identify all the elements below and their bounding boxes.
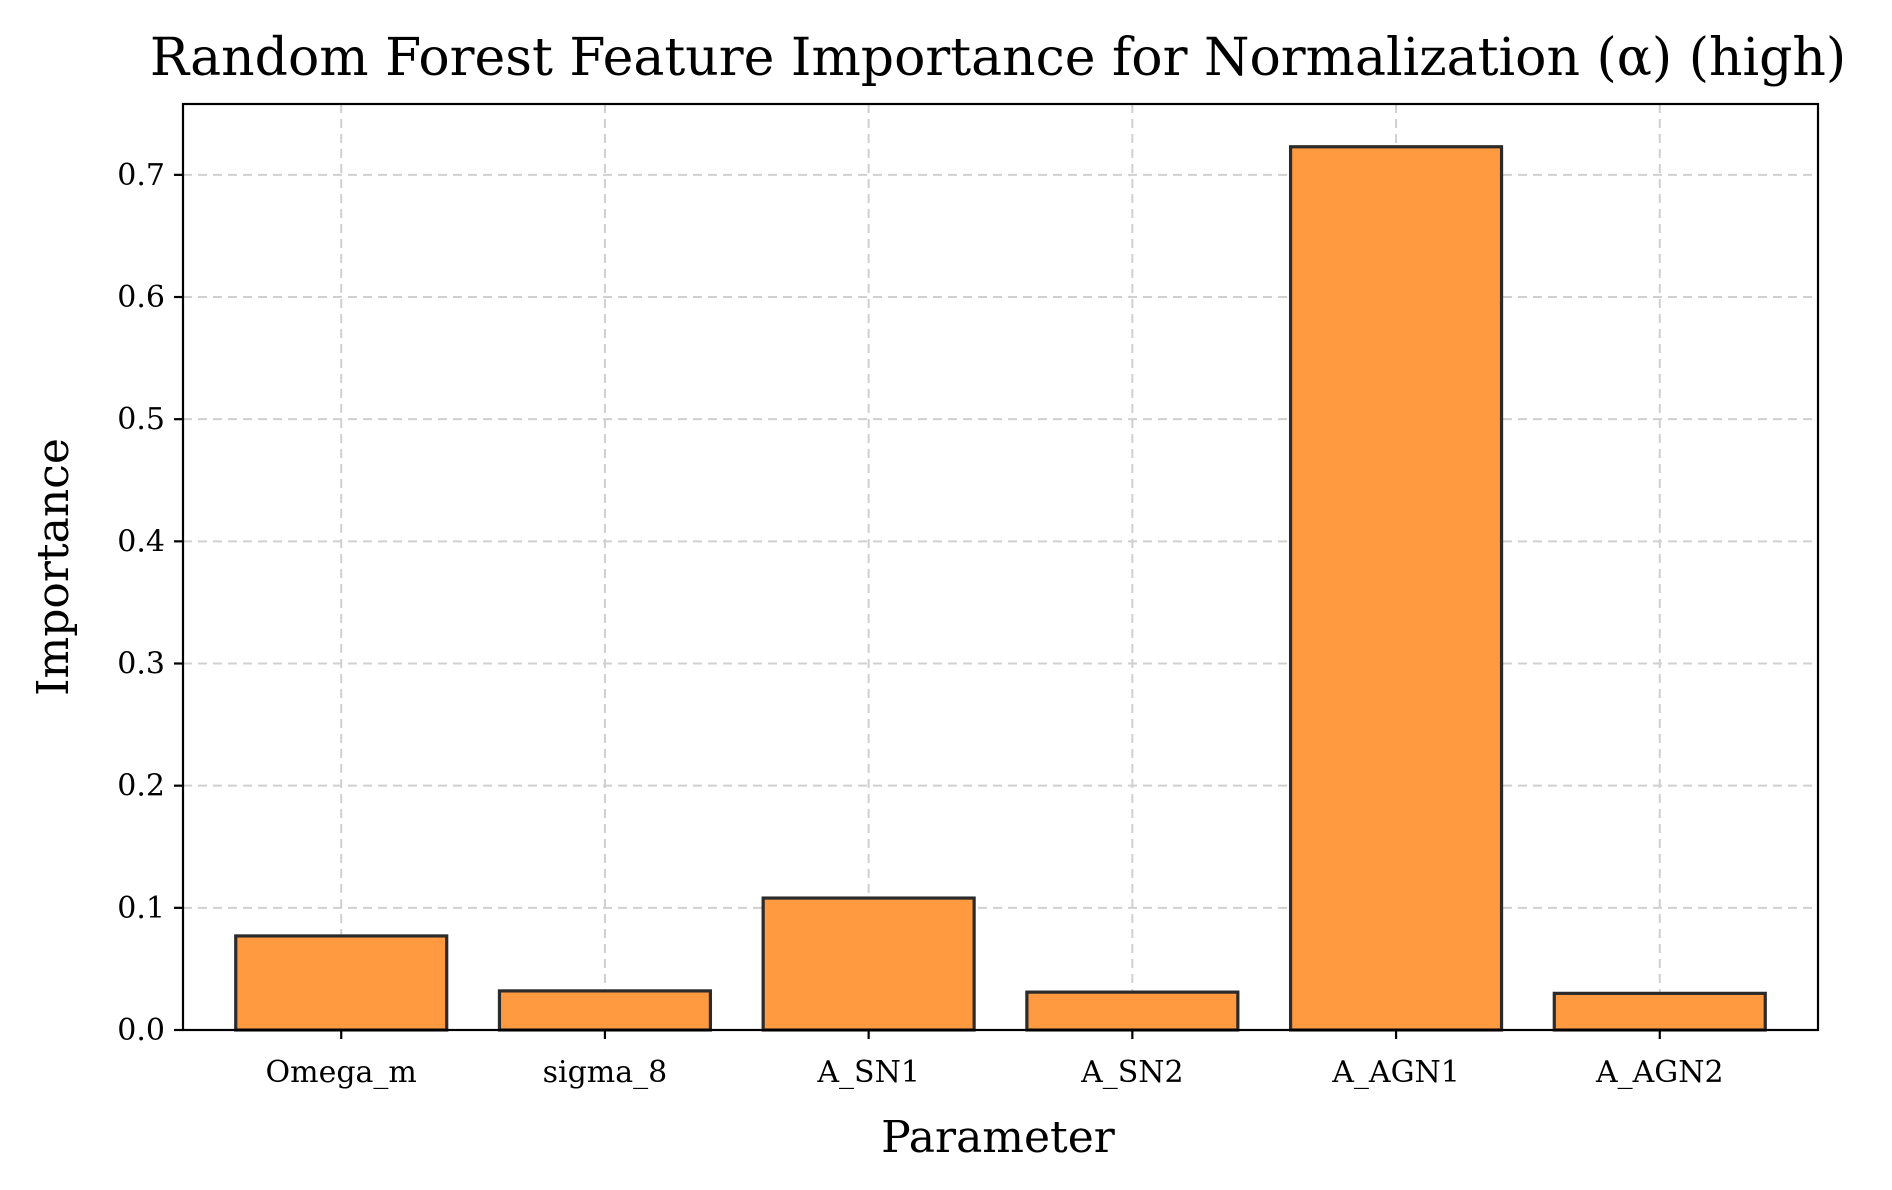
x-tick-label: A_SN1 <box>816 1055 920 1090</box>
x-tick-label: A_AGN2 <box>1595 1055 1724 1090</box>
x-axis-label: Parameter <box>881 1112 1116 1163</box>
bar-a-agn1 <box>1288 145 1504 1032</box>
y-tick-label: 0.2 <box>117 769 165 804</box>
y-tick-label: 0.6 <box>117 280 165 315</box>
x-tick-label: A_AGN1 <box>1331 1055 1460 1090</box>
bar-a-sn1 <box>761 896 976 1032</box>
chart-title: Random Forest Feature Importance for Nor… <box>150 28 1846 88</box>
plot-frame <box>181 102 1820 1032</box>
y-tick-label: 0.5 <box>117 402 165 437</box>
x-tick-label: sigma_8 <box>543 1055 668 1090</box>
bar-sigma-8 <box>497 989 713 1032</box>
bar-a-agn2 <box>1552 991 1767 1032</box>
axis-ticks: 0.0 0.1 0.2 0.3 0.4 0.5 0.6 0.7 Omega_m sigma_8 A_… <box>117 158 1723 1090</box>
y-tick-label: 0.0 <box>117 1013 165 1048</box>
x-tick-label: A_SN2 <box>1080 1055 1184 1090</box>
bar-a-sn2 <box>1025 990 1240 1032</box>
bars <box>234 145 1767 1032</box>
y-tick-label: 0.7 <box>117 158 165 193</box>
y-tick-label: 0.4 <box>117 524 165 559</box>
y-tick-label: 0.3 <box>117 647 165 682</box>
grid-lines <box>183 104 1818 1031</box>
y-axis-label: Importance <box>28 438 79 696</box>
x-tick-label: Omega_m <box>266 1055 417 1090</box>
y-tick-label: 0.1 <box>117 891 165 926</box>
bar-omega-m <box>234 934 449 1032</box>
